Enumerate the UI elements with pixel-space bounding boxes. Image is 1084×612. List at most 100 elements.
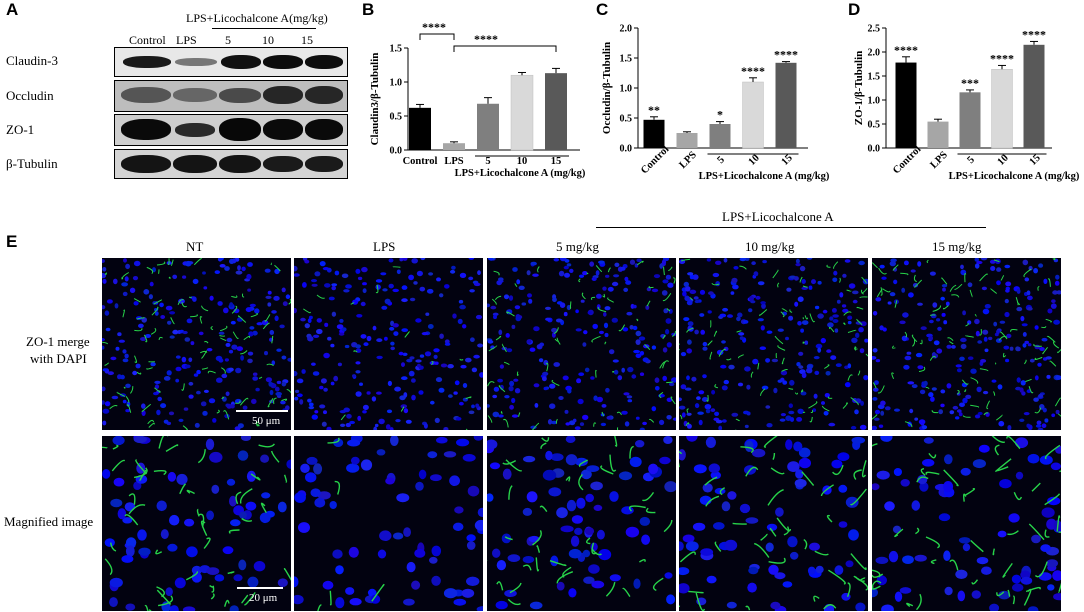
x-axis-label: LPS+Licochalcone A (mg/kg)	[699, 171, 830, 182]
significance-bracket	[453, 45, 557, 52]
panel-letter-d: D	[848, 0, 861, 19]
micrograph-texture	[872, 258, 1061, 430]
blot-band	[175, 58, 217, 66]
significance-label: ****	[422, 20, 446, 34]
y-tick-label: 0.5	[620, 114, 633, 125]
micrograph-texture	[679, 258, 868, 430]
blot-strip-tubulin	[114, 149, 348, 179]
significance-label: ****	[741, 64, 765, 78]
blot-band	[263, 86, 303, 104]
y-tick-label: 1.0	[390, 78, 403, 89]
y-tick-label: 1.5	[390, 44, 403, 55]
y-tick-label: 0.5	[390, 112, 403, 123]
x-tick-label: 15	[551, 156, 562, 167]
x-tick-label: 15	[1028, 153, 1043, 168]
micro-group-header: LPS+Licochalcone A	[722, 209, 834, 224]
micrograph-tile	[294, 436, 483, 611]
micrograph-texture	[294, 258, 483, 430]
blot-band	[121, 155, 171, 173]
blot-lane-label: 15	[301, 33, 313, 47]
scale-bar-50um	[236, 410, 288, 412]
micro-col-label: 15 mg/kg	[932, 239, 982, 254]
micro-row-label: with DAPI	[30, 351, 87, 366]
significance-label: ***	[961, 76, 979, 90]
x-tick-label: 15	[780, 153, 795, 168]
bar	[545, 73, 567, 150]
blot-lane-label: LPS	[176, 33, 197, 47]
blot-band	[173, 155, 217, 173]
y-tick-label: 1.0	[620, 84, 633, 95]
blot-band	[121, 87, 171, 103]
blot-row-label: ZO-1	[6, 122, 35, 137]
blot-group-line	[212, 28, 316, 29]
x-tick-label: 10	[517, 156, 528, 167]
blot-band	[173, 88, 217, 102]
panel-letter-b: B	[362, 0, 375, 19]
blot-band	[263, 119, 303, 140]
blot-band	[305, 156, 343, 172]
bar	[959, 92, 981, 148]
micrograph-texture	[294, 436, 483, 611]
blot-band	[123, 56, 171, 68]
x-tick-label: LPS	[929, 149, 951, 171]
micrograph-texture	[487, 258, 676, 430]
blot-band	[263, 156, 303, 172]
chart-occludin: Occludin/β-Tubulin 0.0 0.5 1.0 1.5 2.0 ** Contr…	[601, 24, 830, 183]
micrograph-tile	[872, 436, 1061, 611]
x-tick-label: Control	[639, 144, 671, 176]
significance-bracket	[419, 33, 455, 40]
significance-label: **	[648, 103, 660, 117]
y-axis-label: Claudin3/β-Tubulin	[369, 53, 381, 146]
y-tick-label: 2.5	[868, 24, 881, 35]
blot-strip-claudin3	[114, 47, 348, 77]
blot-lane-label: 5	[225, 33, 231, 47]
significance-label: *	[717, 108, 723, 122]
scale-label-50um: 50 μm	[252, 415, 281, 427]
micro-col-label: 10 mg/kg	[745, 239, 795, 254]
micrograph-tile	[294, 258, 483, 430]
micro-row-label: ZO-1 merge	[26, 334, 90, 349]
bar	[895, 62, 917, 149]
significance-label: ****	[474, 32, 498, 46]
bar	[676, 133, 698, 148]
blot-group-header: LPS+Licochalcone A(mg/kg)	[186, 11, 328, 25]
y-tick-label: 0.5	[868, 120, 881, 131]
y-tick-label: 2.0	[620, 24, 633, 35]
x-tick-label: Control	[403, 156, 438, 167]
panel-letter-c: C	[596, 0, 609, 19]
y-tick-label: 2.0	[868, 48, 881, 59]
x-tick-label: Control	[891, 144, 923, 176]
blot-band	[175, 123, 215, 137]
micrograph-tile	[102, 258, 291, 430]
bar	[927, 121, 949, 148]
micrograph-tile	[487, 436, 676, 611]
blot-band	[219, 88, 261, 103]
y-tick-label: 1.5	[620, 54, 633, 65]
blot-band	[121, 119, 171, 140]
bar	[709, 124, 731, 148]
x-axis-label: LPS+Licochalcone A (mg/kg)	[949, 171, 1080, 182]
micro-col-label: 5 mg/kg	[556, 239, 599, 254]
x-tick-label: 5	[715, 154, 726, 165]
blot-row-label: β-Tubulin	[6, 156, 58, 171]
blot-lane-label: 10	[262, 33, 274, 47]
micrograph-tile	[679, 436, 868, 611]
y-tick-label: 1.0	[868, 96, 881, 107]
bar	[643, 119, 665, 148]
x-tick-label: LPS	[444, 156, 463, 167]
significance-label: ****	[774, 48, 798, 62]
bar	[477, 103, 499, 150]
x-axis-label: LPS+Licochalcone A (mg/kg)	[455, 168, 586, 179]
blot-band	[263, 55, 303, 69]
chart-zo1: ZO-1/β-Tubulin 0.0 0.5 1.0 1.5 2.0 2.5 **** Cont…	[853, 24, 1080, 183]
bar	[510, 74, 534, 151]
bar	[1023, 44, 1045, 148]
micro-group-line	[596, 227, 986, 228]
x-tick-label: 10	[747, 153, 762, 168]
micrograph-texture	[102, 258, 291, 430]
micrograph-texture	[102, 436, 291, 611]
micrograph-texture	[487, 436, 676, 610]
panel-letter-e: E	[6, 232, 18, 251]
bar	[775, 62, 797, 148]
blot-row-label: Claudin-3	[6, 53, 58, 68]
